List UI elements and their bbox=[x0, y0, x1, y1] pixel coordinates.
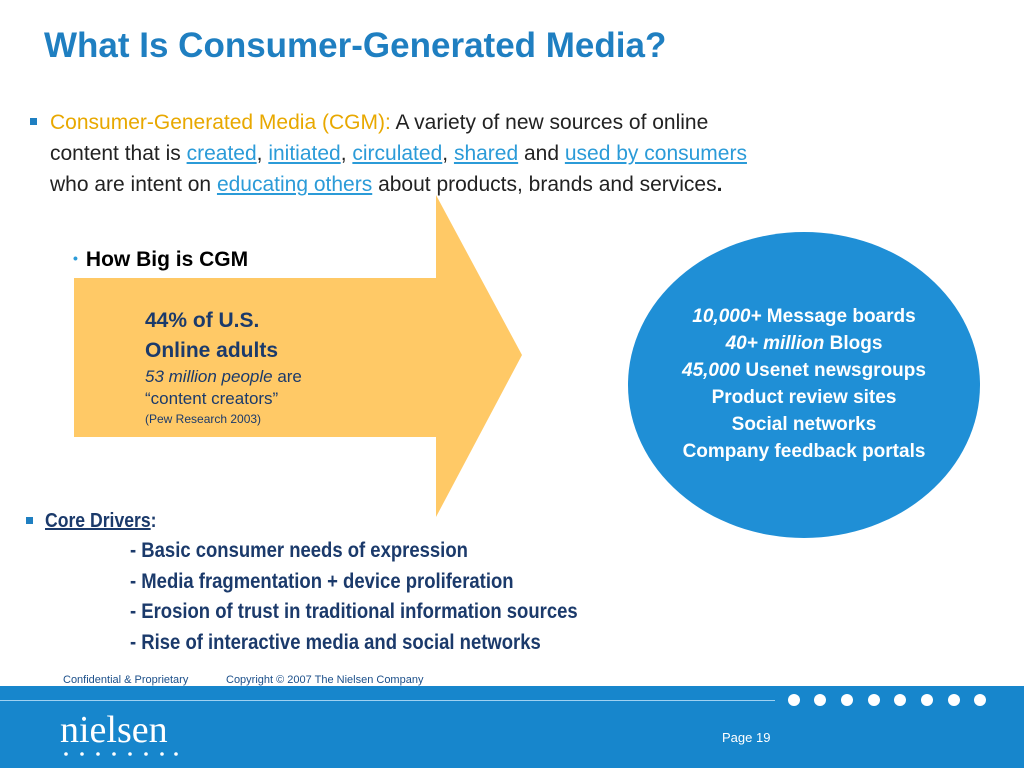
logo-wordmark: nielsen bbox=[60, 710, 168, 751]
stat-are: are bbox=[272, 367, 302, 386]
arrow-polygon bbox=[74, 195, 522, 517]
stat-italic: 53 million people bbox=[145, 367, 273, 386]
nielsen-logo: nielsen bbox=[60, 710, 178, 756]
definition-line-2: content that is created, initiated, circ… bbox=[50, 138, 930, 169]
definition-line-3: who are intent on educating others about… bbox=[50, 169, 930, 200]
circle-ellipse bbox=[628, 232, 980, 538]
stat-headline-1: 44% of U.S. bbox=[145, 309, 260, 332]
stat-detail: 53 million people are bbox=[145, 366, 425, 388]
definition-line-1: Consumer-Generated Media (CGM): A variet… bbox=[50, 107, 930, 138]
definition-text: who are intent on bbox=[50, 173, 217, 196]
stat-quote: “content creators” bbox=[145, 389, 279, 408]
dot-icon bbox=[974, 694, 986, 706]
footer-divider-line bbox=[0, 700, 775, 701]
footer-bar bbox=[0, 686, 1024, 768]
driver-item: - Erosion of trust in traditional inform… bbox=[130, 600, 578, 623]
logo-dot bbox=[80, 752, 84, 756]
logo-dot bbox=[64, 752, 68, 756]
definition-lead: Consumer-Generated Media (CGM): bbox=[50, 111, 391, 134]
separator: , bbox=[442, 142, 454, 165]
driver-item: - Media fragmentation + device prolifera… bbox=[130, 569, 514, 593]
definition-text: and bbox=[518, 142, 565, 165]
logo-dots bbox=[64, 752, 178, 756]
bullet-dot-icon: • bbox=[73, 250, 78, 266]
definition-text: content that is bbox=[50, 142, 187, 165]
source-company-feedback: Company feedback portals bbox=[682, 441, 926, 462]
separator: , bbox=[340, 142, 353, 165]
slide-title: What Is Consumer-Generated Media? bbox=[44, 26, 667, 65]
arrow-shape bbox=[74, 195, 522, 517]
core-drivers-title: Core Drivers bbox=[45, 510, 151, 532]
core-drivers-heading: Core Drivers: bbox=[45, 506, 567, 536]
dot-icon bbox=[841, 694, 853, 706]
link-shared[interactable]: shared bbox=[453, 142, 519, 165]
driver-item: - Basic consumer needs of expression bbox=[130, 539, 468, 562]
link-used-by-consumers[interactable]: used by consumers bbox=[564, 142, 747, 165]
cgm-sources-list: 10,000+ Message boards 40+ million Blogs… bbox=[640, 303, 968, 465]
link-educating-others[interactable]: educating others bbox=[216, 173, 373, 196]
cgm-stat: 44% of U.S. Online adults 53 million peo… bbox=[145, 306, 425, 428]
logo-dot bbox=[174, 752, 178, 756]
source-blogs: 40+ million Blogs bbox=[640, 330, 968, 357]
definition-text: A variety of new sources of online bbox=[390, 111, 709, 134]
how-big-heading: • How Big is CGM bbox=[73, 248, 248, 272]
separator: , bbox=[256, 142, 269, 165]
stat-source: (Pew Research 2003) bbox=[145, 412, 262, 426]
logo-dot bbox=[160, 752, 164, 756]
source-label: Blogs bbox=[824, 333, 883, 354]
cgm-sources-circle bbox=[628, 232, 980, 538]
core-drivers-colon: : bbox=[150, 510, 157, 532]
page-number: Page 19 bbox=[722, 730, 771, 745]
square-bullet-icon bbox=[30, 118, 37, 125]
source-label: Message boards bbox=[761, 306, 916, 327]
source-product-review: Product review sites bbox=[711, 387, 897, 408]
definition-period: . bbox=[716, 173, 723, 196]
footer-copyright: Copyright © 2007 The Nielsen Company bbox=[226, 674, 424, 686]
link-circulated[interactable]: circulated bbox=[352, 142, 443, 165]
source-count: 40+ million bbox=[725, 333, 825, 354]
cgm-definition: Consumer-Generated Media (CGM): A variet… bbox=[30, 107, 930, 200]
logo-dot bbox=[96, 752, 100, 756]
logo-dot bbox=[128, 752, 132, 756]
how-big-text: How Big is CGM bbox=[85, 248, 249, 271]
source-label: Usenet newsgroups bbox=[740, 360, 926, 381]
square-bullet-icon bbox=[26, 517, 33, 524]
core-drivers: Core Drivers: - Basic consumer needs of … bbox=[26, 506, 639, 658]
dot-icon bbox=[814, 694, 826, 706]
source-message-boards: 10,000+ Message boards bbox=[640, 303, 968, 330]
link-initiated[interactable]: initiated bbox=[268, 142, 341, 165]
dot-icon bbox=[921, 694, 933, 706]
driver-item: - Rise of interactive media and social n… bbox=[130, 630, 541, 654]
source-count: 10,000+ bbox=[692, 306, 762, 327]
logo-dot bbox=[112, 752, 116, 756]
logo-dot bbox=[144, 752, 148, 756]
footer-confidential: Confidential & Proprietary bbox=[63, 674, 189, 686]
dot-icon bbox=[948, 694, 960, 706]
definition-text: about products, brands and services bbox=[372, 173, 717, 196]
dot-icon bbox=[894, 694, 906, 706]
source-usenet: 45,000 Usenet newsgroups bbox=[640, 357, 968, 384]
source-social-networks: Social networks bbox=[731, 414, 877, 435]
dot-icon bbox=[868, 694, 880, 706]
dot-icon bbox=[788, 694, 800, 706]
stat-headline-2: Online adults bbox=[145, 339, 279, 362]
source-count: 45,000 bbox=[682, 360, 741, 381]
link-created[interactable]: created bbox=[186, 142, 257, 165]
